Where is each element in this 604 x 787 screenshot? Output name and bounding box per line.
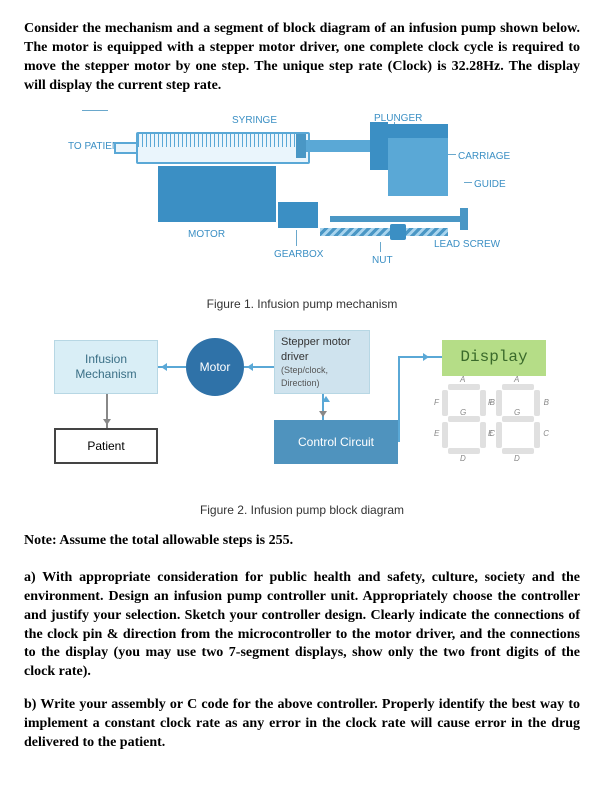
block-display: Display (442, 340, 546, 376)
block-control-circuit: Control Circuit (274, 420, 398, 464)
block-patient: Patient (54, 428, 158, 464)
note-text: Note: Assume the total allowable steps i… (24, 532, 580, 551)
block-motor: Motor (186, 338, 244, 396)
arrow-mech-to-patient (106, 394, 108, 428)
block-stepper-driver: Stepper motor driver (Step/clock, Direct… (274, 330, 370, 394)
label-guide: GUIDE (474, 178, 506, 192)
intro-paragraph: Consider the mechanism and a segment of … (24, 20, 580, 96)
driver-title: Stepper motor driver (281, 335, 363, 365)
question-b: b) Write your assembly or C code for the… (24, 696, 580, 753)
arrow-driver-to-motor (244, 366, 274, 368)
seven-segment-2: A B C D E F G (496, 384, 540, 454)
figure-1-diagram: TO PATIENT SYRINGE PLUNGER CARRIAGE GUID… (82, 110, 522, 290)
figure-2-diagram: Infusion Mechanism Patient Motor Stepper… (42, 326, 562, 496)
label-lead-screw: LEAD SCREW (434, 238, 500, 252)
label-gearbox: GEARBOX (274, 248, 323, 262)
figure-1-caption: Figure 1. Infusion pump mechanism (24, 296, 580, 312)
block-infusion-mechanism: Infusion Mechanism (54, 340, 158, 394)
label-nut: NUT (372, 254, 393, 268)
arrow-motor-to-mech (158, 366, 186, 368)
label-carriage: CARRIAGE (458, 150, 510, 164)
arrow-ctrl-to-display (398, 356, 442, 358)
seven-segment-pair: A B C D E F G A B C D E F G (442, 384, 540, 454)
question-a: a) With appropriate consideration for pu… (24, 569, 580, 682)
seven-segment-1: A B C D E F G (442, 384, 486, 454)
driver-subtitle: (Step/clock, Direction) (281, 364, 363, 388)
label-motor: MOTOR (188, 228, 225, 242)
label-syringe: SYRINGE (232, 114, 277, 128)
figure-2-caption: Figure 2. Infusion pump block diagram (24, 502, 580, 518)
